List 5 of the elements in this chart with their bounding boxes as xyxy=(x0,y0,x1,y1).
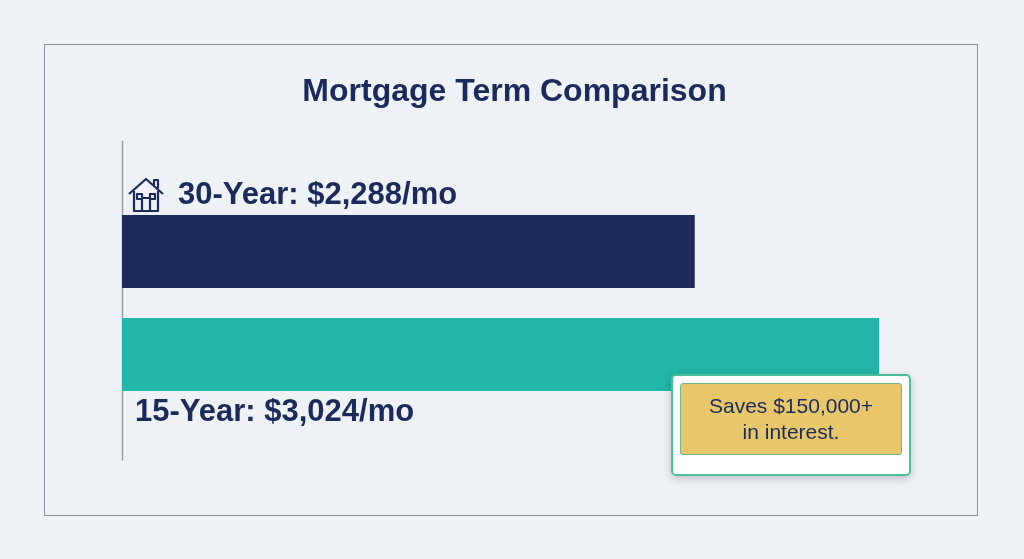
callout-box: Saves $150,000+ in interest. xyxy=(671,374,911,476)
chart-title: Mortgage Term Comparison xyxy=(302,72,727,108)
annotation: Saves $150,000+ in interest. xyxy=(680,383,902,455)
data-label: 15-Year: $3,024/mo xyxy=(135,393,415,428)
data-label: 30-Year: $2,288/mo xyxy=(178,176,458,211)
